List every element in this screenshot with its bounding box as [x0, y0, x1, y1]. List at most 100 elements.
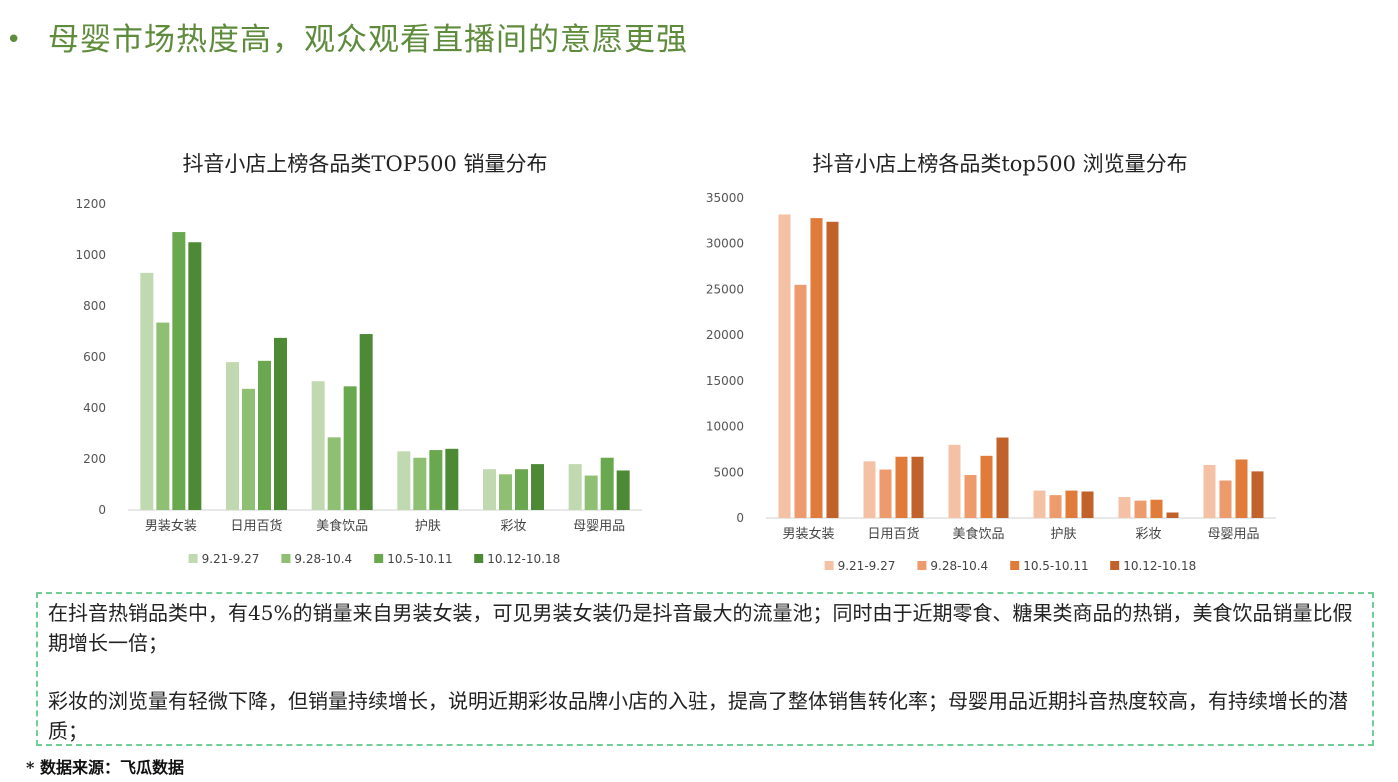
bar	[1150, 499, 1163, 518]
bar	[140, 272, 154, 510]
y-tick-label: 1000	[75, 248, 106, 262]
bar	[1049, 495, 1062, 518]
category-label: 彩妆	[1135, 527, 1161, 542]
legend-swatch	[1110, 561, 1120, 570]
legend-label: 9.28-10.4	[294, 552, 352, 566]
bar	[794, 284, 807, 518]
bar	[584, 475, 598, 510]
category-label: 男装女装	[782, 526, 834, 542]
y-tick-label: 20000	[706, 328, 744, 342]
category-label: 彩妆	[500, 519, 526, 534]
sales-chart-plot: 0 200 400 600 800 1000 1200 男装女装 日用百货 美食饮品 护肤 彩妆 母婴用…	[75, 197, 642, 566]
y-tick-label: 200	[83, 452, 106, 466]
y-tick-label: 25000	[706, 282, 744, 296]
bar	[1065, 490, 1078, 518]
category-label: 母婴用品	[573, 519, 625, 534]
legend-label: 10.5-10.11	[387, 552, 452, 566]
legend-label: 10.12-10.18	[487, 552, 560, 566]
bar	[483, 469, 496, 510]
legend-swatch	[917, 561, 927, 570]
insight-paragraph-1: 在抖音热销品类中，有45%的销量来自男装女装，可见男装女装仍是抖音最大的流量池；…	[48, 601, 1353, 655]
bar	[616, 470, 630, 510]
y-tick-label: 35000	[706, 191, 744, 205]
category-label: 护肤	[1050, 527, 1076, 542]
y-tick-label: 400	[83, 401, 106, 415]
data-source: * 数据来源：飞瓜数据	[26, 758, 184, 777]
legend-label: 10.5-10.11	[1023, 559, 1088, 573]
legend-label: 9.28-10.4	[930, 559, 988, 573]
sales-distribution-chart: 抖音小店上榜各品类TOP500 销量分布 0 200 400 600 800 1000 12…	[70, 140, 660, 580]
bar	[531, 464, 544, 510]
bar	[964, 475, 977, 518]
legend-label: 10.12-10.18	[1123, 559, 1196, 573]
bar	[895, 456, 908, 518]
category-label: 日用百货	[867, 526, 919, 542]
bar	[1118, 496, 1131, 518]
bar	[499, 474, 512, 510]
bar	[600, 457, 614, 510]
y-tick-label: 5000	[713, 465, 744, 479]
views-chart-plot: 0 5000 10000 15000 20000 25000 30000 35000 男装女装 日…	[706, 191, 1276, 573]
insight-paragraph-2: 彩妆的浏览量有轻微下降，但销量持续增长，说明近期彩妆品牌小店的入驻，提高了整体销…	[48, 689, 1348, 743]
legend-swatch	[188, 554, 198, 563]
y-tick-label: 15000	[706, 374, 744, 388]
bar	[445, 448, 459, 510]
bar	[1033, 490, 1046, 518]
legend-swatch	[824, 561, 834, 570]
y-tick-label: 1200	[75, 197, 106, 211]
chart-title: 抖音小店上榜各品类TOP500 销量分布	[182, 152, 548, 176]
category-label: 男装女装	[145, 518, 197, 534]
bar	[1166, 512, 1179, 518]
legend-label: 9.21-9.27	[202, 552, 260, 566]
bar	[879, 469, 892, 518]
bar	[242, 388, 255, 510]
bar	[826, 221, 839, 518]
y-tick-label: 0	[736, 511, 744, 525]
category-label: 美食饮品	[316, 518, 368, 534]
bar	[311, 381, 325, 510]
bar	[359, 334, 373, 510]
bar	[1134, 500, 1147, 518]
bar	[343, 386, 357, 510]
bar	[948, 444, 961, 518]
bar	[980, 455, 993, 518]
y-tick-label: 0	[98, 503, 106, 517]
y-tick-label: 10000	[706, 420, 744, 434]
bar	[1219, 480, 1232, 518]
bar	[327, 437, 341, 510]
insight-notes-box: 在抖音热销品类中，有45%的销量来自男装女装，可见男装女装仍是抖音最大的流量池；…	[36, 592, 1374, 746]
bar	[156, 322, 170, 510]
bar	[413, 457, 427, 510]
bar	[1203, 464, 1216, 518]
bar	[863, 461, 876, 518]
legend-swatch	[281, 554, 291, 563]
legend-swatch	[474, 554, 484, 563]
bar	[274, 337, 287, 510]
category-label: 母婴用品	[1207, 527, 1259, 542]
legend-swatch	[374, 554, 384, 563]
category-label: 美食饮品	[952, 526, 1004, 542]
bar	[397, 451, 411, 510]
bar	[172, 232, 186, 511]
bar	[515, 469, 528, 510]
bar	[778, 214, 791, 518]
views-distribution-chart: 抖音小店上榜各品类top500 浏览量分布 0 5000 10000 15000 200…	[700, 140, 1300, 580]
bar	[226, 362, 239, 510]
bar	[996, 437, 1009, 518]
page-title: 母婴市场热度高，观众观看直播间的意愿更强	[48, 22, 688, 58]
bar	[429, 450, 443, 510]
y-tick-label: 30000	[706, 237, 744, 251]
bar	[188, 242, 202, 510]
category-label: 护肤	[415, 519, 441, 534]
title-bullet: •	[6, 25, 22, 55]
legend-swatch	[1010, 561, 1020, 570]
bar	[1235, 459, 1248, 518]
bar	[810, 218, 823, 518]
bar	[1081, 491, 1094, 518]
bar	[568, 464, 582, 510]
y-tick-label: 600	[83, 350, 106, 364]
bar	[911, 456, 924, 518]
y-tick-label: 800	[83, 299, 106, 313]
bar	[1251, 471, 1264, 518]
legend-label: 9.21-9.27	[838, 559, 896, 573]
